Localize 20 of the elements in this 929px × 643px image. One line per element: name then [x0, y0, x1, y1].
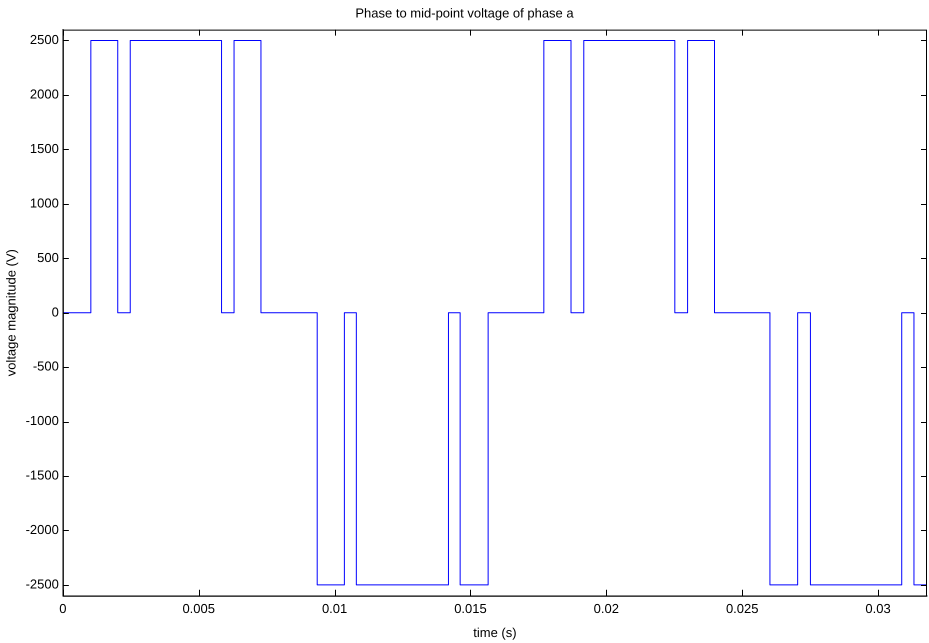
y-tick-label: -500	[32, 358, 59, 374]
x-tick-label: 0.005	[182, 601, 215, 616]
x-tick-label: 0.02	[594, 601, 619, 616]
y-tick-label: 2500	[30, 32, 59, 48]
y-axis-title: voltage magnitude (V)	[3, 249, 18, 376]
y-tick-label: -1000	[26, 413, 59, 428]
y-tick-label: 1000	[30, 195, 59, 210]
y-tick-label: -1500	[26, 468, 59, 483]
y-tick-label: 2000	[30, 86, 59, 102]
x-tick-label: 0.03	[865, 601, 891, 616]
x-tick-label: 0.015	[454, 601, 487, 616]
y-tick-label: -2000	[26, 522, 59, 538]
chart-title: Phase to mid-point voltage of phase a	[355, 5, 574, 20]
x-axis-title: time (s)	[473, 624, 517, 640]
y-tick-label: 500	[37, 250, 59, 265]
y-tick-label: -2500	[26, 576, 59, 592]
x-tick-label: 0.01	[322, 601, 348, 616]
y-tick-label: 0	[52, 304, 59, 320]
x-tick-label: 0.025	[726, 601, 758, 616]
y-tick-label: 1500	[30, 140, 59, 156]
